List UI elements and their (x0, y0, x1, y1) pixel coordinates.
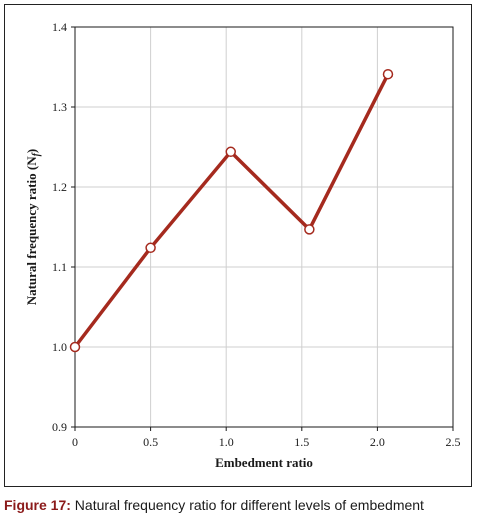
y-tick-label: 1.2 (52, 180, 67, 194)
caption-label: Figure 17: (4, 497, 71, 513)
y-axis-ticks: 0.9 1.0 1.1 1.2 1.3 1.4 (52, 20, 75, 434)
y-axis-title: Natural frequency ratio (Nf) (24, 149, 42, 306)
x-tick-label: 1.5 (294, 435, 309, 449)
data-point (225, 146, 236, 158)
series-layer (69, 68, 394, 353)
y-tick-label: 0.9 (52, 420, 67, 434)
x-tick-label: 2.0 (370, 435, 385, 449)
x-axis-ticks: 0 0.5 1.0 1.5 2.0 2.5 (72, 427, 461, 449)
x-tick-label: 2.5 (446, 435, 461, 449)
y-tick-label: 1.4 (52, 20, 67, 34)
data-point (145, 242, 156, 254)
y-tick-label: 1.0 (52, 340, 67, 354)
y-tick-label: 1.1 (52, 260, 67, 274)
data-point (382, 68, 394, 80)
figure-caption: Figure 17: Natural frequency ratio for d… (4, 497, 424, 513)
x-tick-label: 0.5 (143, 435, 158, 449)
data-point (69, 341, 81, 353)
x-axis-title: Embedment ratio (215, 455, 313, 470)
x-tick-label: 1.0 (219, 435, 234, 449)
line-chart: 0.9 1.0 1.1 1.2 1.3 1.4 0 0.5 1.0 1.5 2.0 2.5 Embe… (24, 20, 461, 470)
chart-frame (4, 4, 472, 487)
grid-lines (74, 26, 454, 428)
y-tick-label: 1.3 (52, 100, 67, 114)
plot-area-border (74, 26, 454, 428)
x-tick-label: 0 (72, 435, 78, 449)
series-line (73, 73, 390, 349)
data-point (304, 224, 315, 235)
caption-text: Natural frequency ratio for different le… (70, 497, 424, 513)
